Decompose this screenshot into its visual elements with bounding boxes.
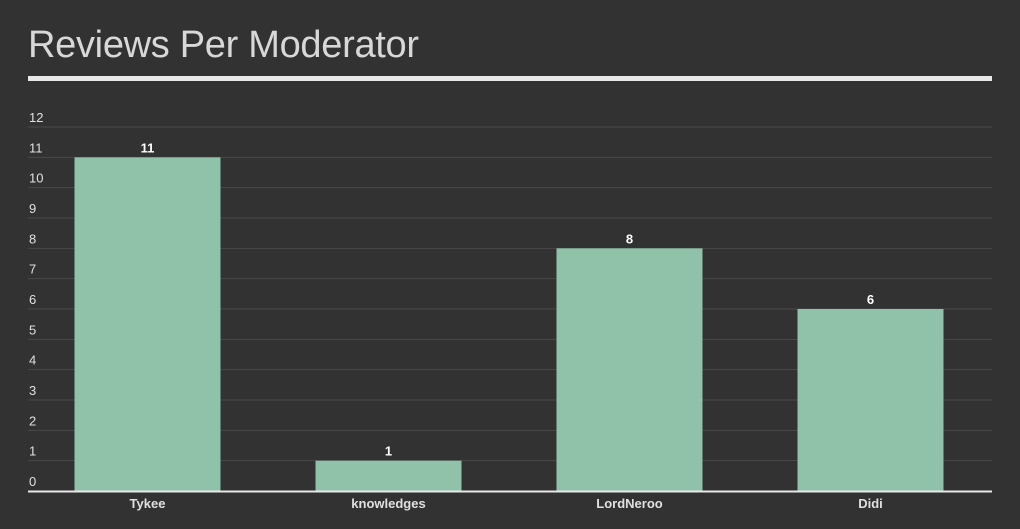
y-tick-label: 7 (29, 262, 36, 277)
data-label: 1 (385, 444, 392, 459)
y-tick-label: 10 (29, 171, 43, 186)
y-tick-label: 4 (29, 353, 36, 368)
x-category-label: Tykee (130, 496, 166, 511)
data-label: 6 (867, 292, 874, 307)
y-tick-label: 2 (29, 413, 36, 428)
data-label: 11 (141, 140, 155, 155)
x-category-label: LordNeroo (596, 496, 663, 511)
y-tick-label: 8 (29, 231, 36, 246)
data-label: 8 (626, 231, 633, 246)
y-tick-label: 1 (29, 444, 36, 459)
bar (556, 248, 703, 491)
x-category-label: Didi (858, 496, 883, 511)
x-category-label: knowledges (351, 496, 425, 511)
y-tick-label: 11 (29, 140, 43, 155)
y-tick-label: 9 (29, 201, 36, 216)
y-tick-label: 0 (29, 474, 36, 489)
bar (74, 157, 221, 492)
title-underline (28, 76, 992, 81)
chart-title: Reviews Per Moderator (28, 24, 419, 66)
y-tick-label: 12 (29, 110, 43, 125)
y-tick-label: 3 (29, 383, 36, 398)
y-tick-label: 6 (29, 292, 36, 307)
bar (315, 460, 462, 491)
bar (797, 309, 944, 491)
y-tick-label: 5 (29, 322, 36, 337)
